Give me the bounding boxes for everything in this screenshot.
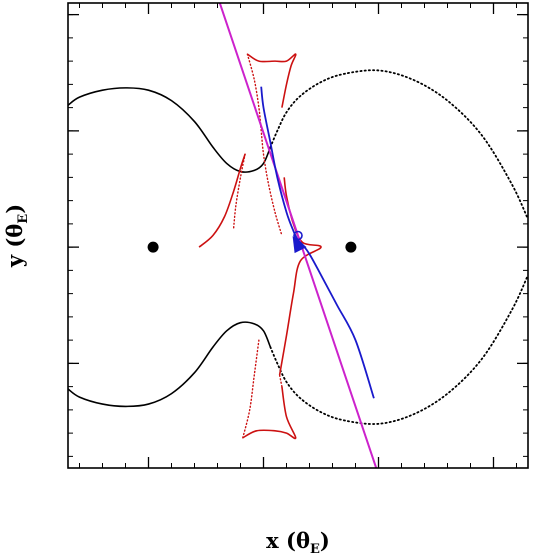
caustic-central-solid (198, 153, 246, 248)
critical-curve-upper-solid (68, 87, 272, 173)
caustic-lower-dotted (242, 339, 260, 439)
ticks-layer (68, 3, 528, 468)
y-axis-title-main: y ( (2, 238, 27, 268)
caustic-upper-solid (246, 53, 297, 108)
x-axis-title-sub: E (310, 542, 320, 555)
x-axis-title-main: x ( (266, 528, 296, 553)
x-axis-title-symbol: θ (296, 528, 310, 553)
lens-point-1 (147, 241, 159, 253)
caustic-upper-dotted (246, 53, 283, 237)
x-axis-title-close: ) (320, 528, 330, 553)
y-axis-title: y (θE) (2, 204, 31, 268)
caustic-central-dotted (232, 153, 246, 230)
critical-curve-upper-dotted (269, 69, 528, 221)
y-axis-title-symbol: θ (2, 224, 27, 238)
critical-curve-lower-solid (68, 321, 272, 408)
y-axis-title-sub: E (16, 214, 31, 224)
direction-arrowhead (292, 236, 307, 254)
labels-layer: x (θE)y (θE) (2, 204, 330, 555)
caustic-lower-solid (242, 386, 297, 440)
x-axis-title: x (θE) (266, 528, 330, 555)
lens-point-2 (345, 241, 357, 253)
series-layer (68, 3, 528, 468)
plot-frame (67, 2, 529, 469)
source-trajectory-line (218, 3, 378, 468)
image-position-marker (293, 230, 303, 241)
y-axis-title-close: ) (2, 204, 27, 214)
caustic-right-cusp-dotted (278, 374, 283, 388)
